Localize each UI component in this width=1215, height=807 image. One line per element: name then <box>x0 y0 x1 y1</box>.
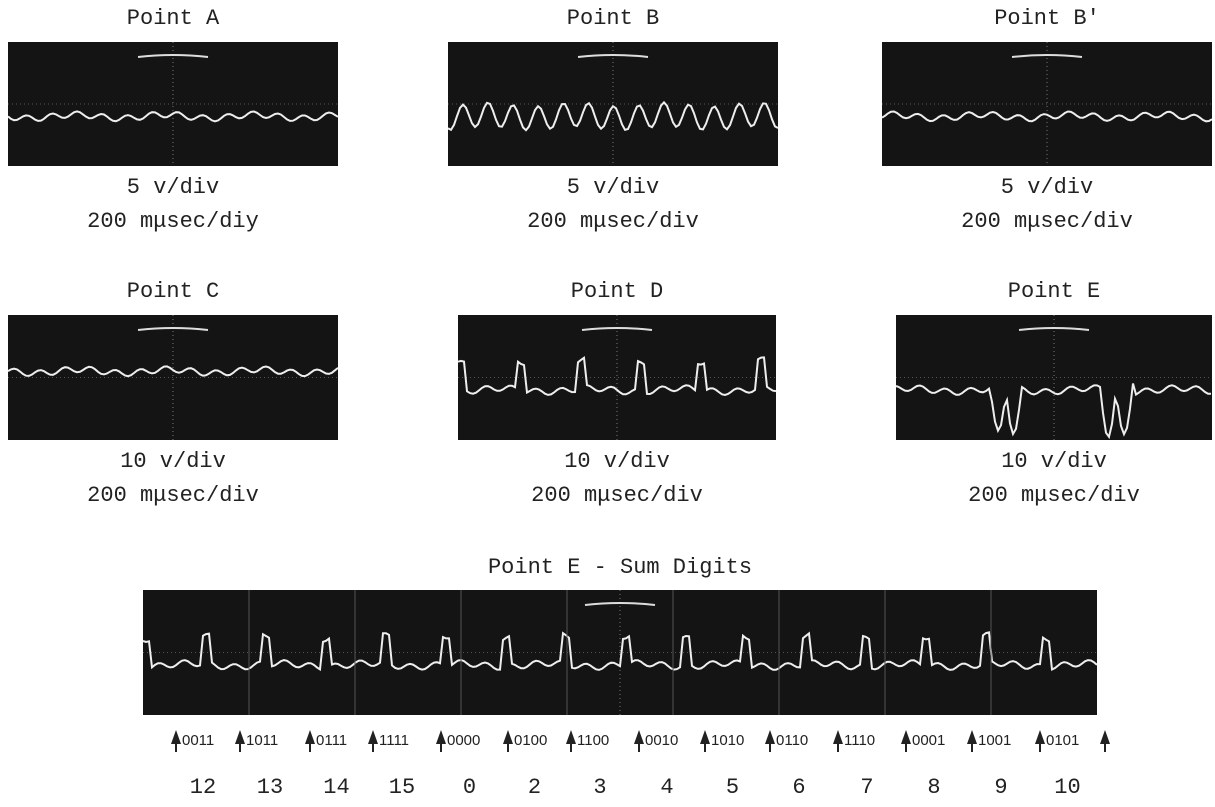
arrow-head <box>436 730 446 744</box>
arrow-head <box>765 730 775 744</box>
arrow-head <box>171 730 181 744</box>
scope-marker <box>137 54 209 58</box>
panel-title: Point B' <box>994 6 1100 31</box>
digit-label: 14 <box>323 775 350 800</box>
digit-label: 0 <box>462 775 477 800</box>
panel-title: Point D <box>570 279 664 304</box>
arrow-head <box>967 730 977 744</box>
arrow-head <box>305 730 315 744</box>
digit-label: 2 <box>527 775 542 800</box>
oscillogram <box>458 315 776 440</box>
panel-title: Point B <box>566 6 660 31</box>
digit-label: 9 <box>994 775 1008 800</box>
scope-marker <box>577 54 649 58</box>
scale-label: 5 v/div <box>1000 175 1094 200</box>
time-label: 200 mμsec/div <box>527 209 699 234</box>
trace <box>142 631 1098 672</box>
binary-code: 0110 <box>776 732 809 749</box>
digit-label: 3 <box>593 775 607 800</box>
trace <box>7 365 339 378</box>
scale-label: 10 v/div <box>1001 449 1107 474</box>
panel-title: Point C <box>126 279 220 304</box>
trace <box>7 110 339 123</box>
binary-code: 0000 <box>447 732 481 749</box>
arrow-head <box>235 730 245 744</box>
time-label: 200 mμsec/div <box>87 483 259 508</box>
digit-label: 5 <box>725 775 740 800</box>
arrow-head <box>1100 730 1110 744</box>
arrow-head <box>901 730 911 744</box>
binary-code: 1010 <box>711 732 745 749</box>
panel-title: Point A <box>126 6 220 31</box>
scale-label: 10 v/div <box>120 449 226 474</box>
digit-label: 7 <box>860 775 874 800</box>
digit-label: 15 <box>388 775 416 800</box>
digit-label: 8 <box>927 775 941 800</box>
binary-code: 0010 <box>645 732 679 749</box>
digit-label: 4 <box>660 775 674 800</box>
scope-marker <box>1018 327 1090 331</box>
binary-code: 1001 <box>978 732 1012 749</box>
scale-label: 5 v/div <box>566 175 660 200</box>
scope-marker <box>137 327 209 331</box>
time-label: 200 mμsec/div <box>961 209 1133 234</box>
time-label: 200 mμsec/diy <box>87 209 259 234</box>
digit-label: 12 <box>189 775 217 800</box>
time-label: 200 mμsec/div <box>531 483 703 508</box>
arrow-head <box>368 730 378 744</box>
binary-code: 1011 <box>246 732 279 749</box>
panel-title: Point E <box>1007 279 1101 304</box>
trace <box>447 100 779 132</box>
arrow-head <box>634 730 644 744</box>
digit-label: 10 <box>1054 775 1081 800</box>
arrow-head <box>700 730 710 744</box>
time-label: 200 mμsec/div <box>968 483 1140 508</box>
trace <box>457 356 777 397</box>
arrow-head <box>566 730 576 744</box>
binary-code: 0101 <box>1046 732 1080 749</box>
binary-code: 0001 <box>912 732 946 749</box>
scope-marker <box>584 602 656 606</box>
scope-marker <box>1011 54 1083 58</box>
scope-marker <box>581 327 653 331</box>
scale-label: 10 v/div <box>564 449 670 474</box>
binary-code: 0011 <box>182 732 215 749</box>
binary-code: 0100 <box>514 732 548 749</box>
scale-label: 5 v/div <box>126 175 220 200</box>
binary-code: 1110 <box>844 732 876 749</box>
arrow-head <box>503 730 513 744</box>
arrow-head <box>1035 730 1045 744</box>
trace <box>895 383 1212 440</box>
digit-label: 13 <box>256 775 284 800</box>
trace <box>881 110 1213 123</box>
strip-title: Point E - Sum Digits <box>487 555 753 580</box>
arrow-head <box>833 730 843 744</box>
binary-code: 1111 <box>379 732 410 749</box>
binary-code: 0111 <box>316 732 348 749</box>
digit-label: 6 <box>792 775 806 800</box>
binary-code: 1100 <box>577 732 610 749</box>
